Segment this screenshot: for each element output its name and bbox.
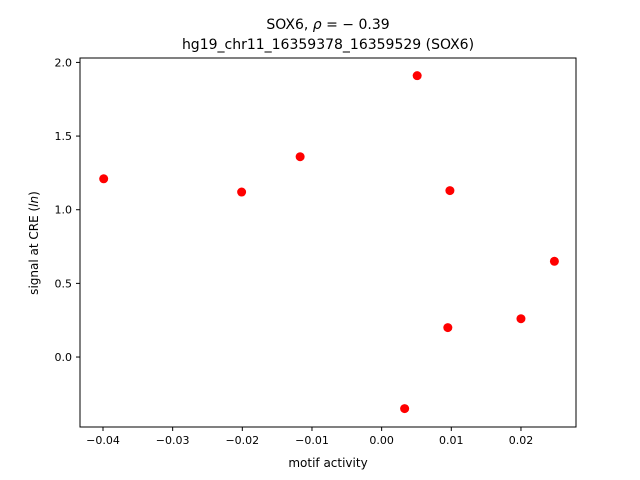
y-tick-label: 0.5 (55, 277, 73, 290)
y-tick-label: 0.0 (55, 351, 73, 364)
ticks-layer: −0.04 −0.03 −0.02 −0.01 0.00 0.01 0.02 0.0 0.5 1.… (55, 56, 534, 447)
data-point (99, 174, 109, 184)
y-tick-label: 1.0 (55, 204, 73, 217)
x-tick-label: 0.00 (369, 434, 394, 447)
y-tick-label: 1.5 (55, 130, 73, 143)
plot-frame (79, 57, 577, 428)
points-layer (99, 71, 559, 414)
data-point (237, 187, 247, 197)
x-tick-label: −0.03 (156, 434, 190, 447)
x-tick-label: −0.01 (295, 434, 329, 447)
chart-title-line2: hg19_chr11_16359378_16359529 (SOX6) (182, 37, 474, 53)
data-point (549, 256, 559, 266)
x-tick-label: −0.04 (86, 434, 120, 447)
data-point (400, 404, 410, 414)
y-tick-label: 2.0 (55, 56, 73, 69)
data-point (516, 314, 526, 324)
x-axis-label: motif activity (288, 456, 367, 470)
x-tick-label: 0.02 (509, 434, 534, 447)
data-point (445, 186, 455, 196)
chart-title-line1: SOX6, ρ = − 0.39 (266, 17, 389, 33)
y-axis-label: signal at CRE (ln) (27, 191, 41, 295)
x-tick-label: −0.02 (225, 434, 259, 447)
data-point (443, 323, 453, 333)
x-tick-label: 0.01 (439, 434, 464, 447)
data-point (295, 152, 305, 162)
data-point (412, 71, 422, 81)
